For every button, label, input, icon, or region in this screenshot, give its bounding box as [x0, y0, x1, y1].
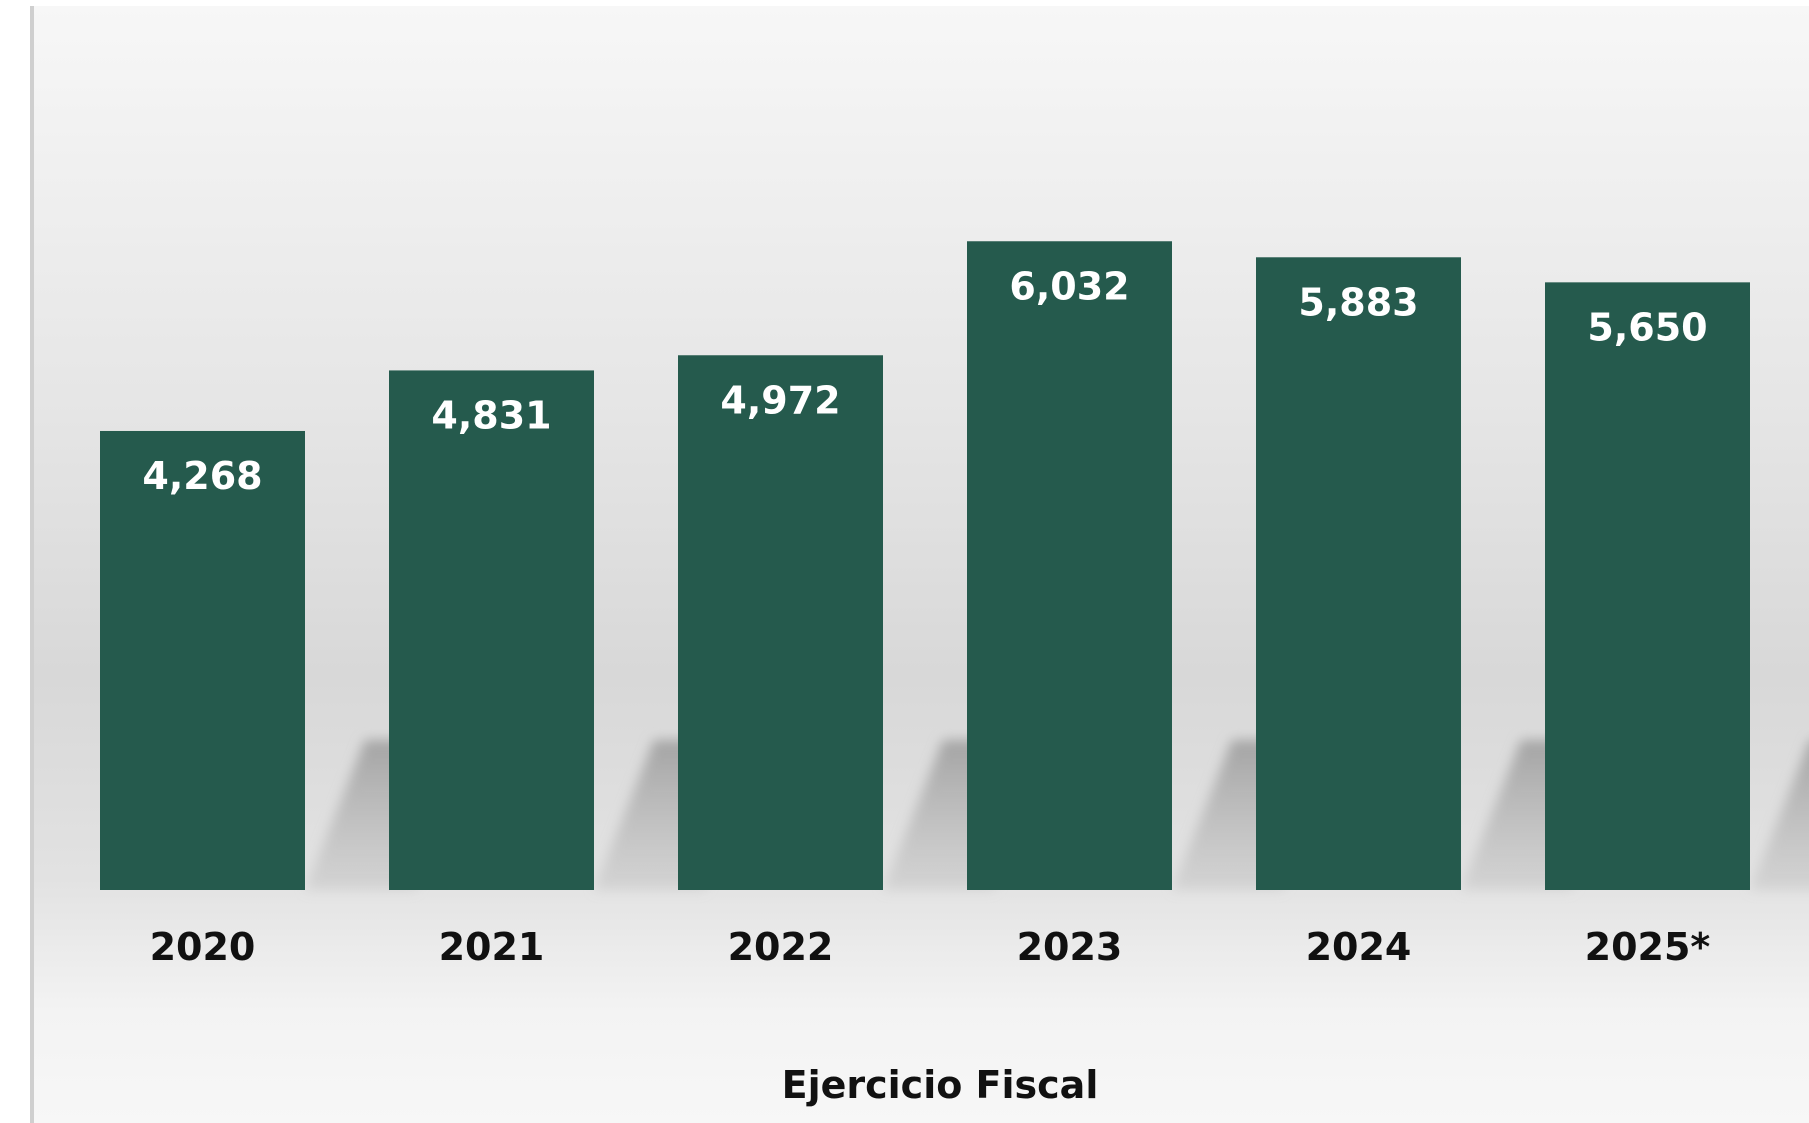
- x-tick-label-2020: 2020: [150, 925, 256, 969]
- data-label-2025-star: 5,650: [1587, 305, 1707, 349]
- bars-group: [100, 241, 1750, 891]
- data-label-2021: 4,831: [431, 393, 551, 437]
- x-tick-label-2022: 2022: [728, 925, 834, 969]
- bar-2021: [389, 370, 594, 890]
- data-label-2020: 4,268: [142, 454, 262, 498]
- data-label-2022: 4,972: [720, 378, 840, 422]
- x-tick-label-2024: 2024: [1306, 925, 1412, 969]
- x-axis-title: Ejercicio Fiscal: [782, 1063, 1099, 1107]
- bar-2024: [1256, 257, 1461, 891]
- bar-2022: [678, 355, 883, 890]
- x-tick-label-2025-star: 2025*: [1585, 925, 1711, 969]
- left-border-line: [30, 6, 34, 1123]
- x-tick-labels-group: 2020 2021 2022 2023 2024 2025*: [150, 925, 1711, 969]
- x-tick-label-2023: 2023: [1017, 925, 1123, 969]
- plot-background: [34, 6, 1809, 1123]
- x-tick-label-2021: 2021: [439, 925, 545, 969]
- bar-shadow: [1750, 742, 1809, 890]
- data-label-2023: 6,032: [1009, 264, 1129, 308]
- bar-2023: [967, 241, 1172, 890]
- data-labels-group: 4,268 4,831 4,972 6,032 5,883 5,650: [142, 264, 1707, 498]
- data-label-2024: 5,883: [1298, 280, 1418, 324]
- bar-2025-star: [1545, 282, 1750, 890]
- bar-2020: [100, 430, 305, 890]
